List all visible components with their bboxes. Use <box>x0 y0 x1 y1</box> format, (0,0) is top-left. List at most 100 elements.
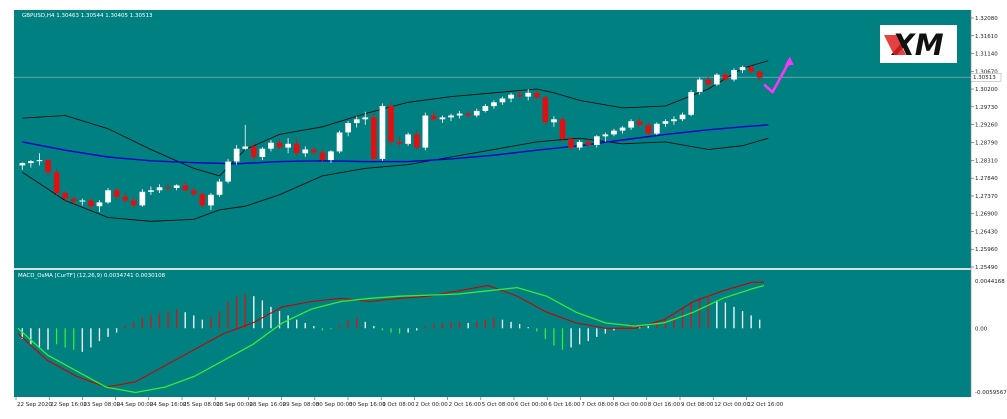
candle-body <box>542 97 549 123</box>
candle <box>679 112 686 122</box>
candle-body <box>516 94 523 97</box>
indicator-background <box>14 270 971 397</box>
candle <box>45 158 51 176</box>
candle <box>568 137 574 150</box>
price-tick-label: 1.30200 <box>975 87 998 93</box>
price-tick-label: 1.30670 <box>975 69 998 75</box>
indicator-tick-label: 0.00 <box>975 326 988 332</box>
main-chart-background <box>14 10 971 268</box>
time-tick-label: 12 Oct 00:00 <box>714 402 750 408</box>
candle <box>182 181 189 192</box>
candle <box>88 198 94 210</box>
candle <box>216 178 223 197</box>
candle-body <box>79 200 86 202</box>
time-tick-label: 22 Sep 16:00 <box>50 402 87 408</box>
time-tick-label: 7 Oct 08:00 <box>581 402 614 408</box>
candle-body <box>628 121 634 128</box>
candle <box>96 200 103 212</box>
candle-body <box>319 152 326 161</box>
candle-body <box>456 113 463 116</box>
candle-body <box>413 134 420 148</box>
time-tick-label: 12 Oct 16:00 <box>747 402 783 408</box>
time-tick-label: 22 Sep 2020 <box>17 402 52 408</box>
candle-body <box>576 141 583 148</box>
price-tick-label: 1.28310 <box>975 158 998 164</box>
price-tick-label: 1.26430 <box>975 229 998 235</box>
candle-body <box>105 190 111 203</box>
candle-body <box>396 141 403 144</box>
candle-body <box>139 191 146 206</box>
candle-body <box>705 79 712 85</box>
candle <box>748 64 754 74</box>
candle-body <box>679 114 686 120</box>
candle-body <box>491 102 497 107</box>
candle-body <box>525 92 532 97</box>
candle-body <box>191 190 197 195</box>
candle-body <box>688 92 694 115</box>
candle-body <box>559 119 566 139</box>
candle <box>105 188 111 204</box>
signal-line <box>17 284 765 394</box>
candle <box>130 195 137 208</box>
candle <box>611 128 617 137</box>
candle <box>36 153 43 166</box>
candle-body <box>173 185 180 188</box>
candle-body <box>251 146 257 158</box>
candle <box>259 147 266 161</box>
price-tick-label: 1.28790 <box>975 140 998 146</box>
candle <box>293 137 300 156</box>
candle <box>173 184 180 191</box>
candle <box>371 112 377 161</box>
candle <box>594 135 600 148</box>
candle <box>319 148 326 162</box>
candle <box>619 126 626 134</box>
candle <box>508 92 514 103</box>
candle <box>576 140 583 151</box>
time-tick-label: 25 Sep 08:00 <box>183 402 220 408</box>
candle-body <box>371 117 377 159</box>
candle-body <box>336 132 343 152</box>
candle <box>28 160 34 168</box>
candle <box>388 102 394 146</box>
candle-body <box>302 149 309 154</box>
candle <box>70 196 77 205</box>
candle-body <box>311 149 317 153</box>
candle <box>696 77 703 95</box>
candle-body <box>739 67 746 71</box>
candle-body <box>405 134 411 144</box>
candle <box>285 138 291 154</box>
time-tick-label: 28 Sep 16:00 <box>249 402 286 408</box>
candle-body <box>199 194 206 206</box>
candle-body <box>70 198 77 202</box>
time-tick-label: 28 Sep 00:00 <box>216 402 253 408</box>
candle-body <box>130 200 137 206</box>
candle <box>645 122 652 137</box>
bollinger-lower-line <box>22 137 769 222</box>
candle <box>465 110 471 118</box>
candle-body <box>499 98 506 103</box>
direction-arrow <box>763 60 791 94</box>
candle-body <box>62 192 68 199</box>
candle <box>756 70 763 82</box>
candle <box>602 132 609 142</box>
candle <box>525 89 532 101</box>
candle <box>585 138 592 147</box>
candle <box>405 132 411 146</box>
candle-body <box>714 74 720 85</box>
candle <box>156 184 163 193</box>
candle <box>482 104 489 113</box>
time-tick-label: 8 Oct 00:00 <box>615 402 648 408</box>
price-tick-label: 1.29260 <box>975 123 998 129</box>
price-tick-label: 1.25490 <box>975 265 998 271</box>
time-tick-label: 6 Oct 00:00 <box>515 402 548 408</box>
candle <box>491 100 497 109</box>
candle-body <box>225 161 231 182</box>
candle-body <box>654 123 660 134</box>
candle <box>431 110 437 122</box>
price-tick-label: 1.27840 <box>975 176 998 182</box>
candle <box>654 122 660 136</box>
candle <box>559 117 566 142</box>
candle <box>251 141 257 161</box>
price-tick-label: 1.27370 <box>975 194 998 200</box>
